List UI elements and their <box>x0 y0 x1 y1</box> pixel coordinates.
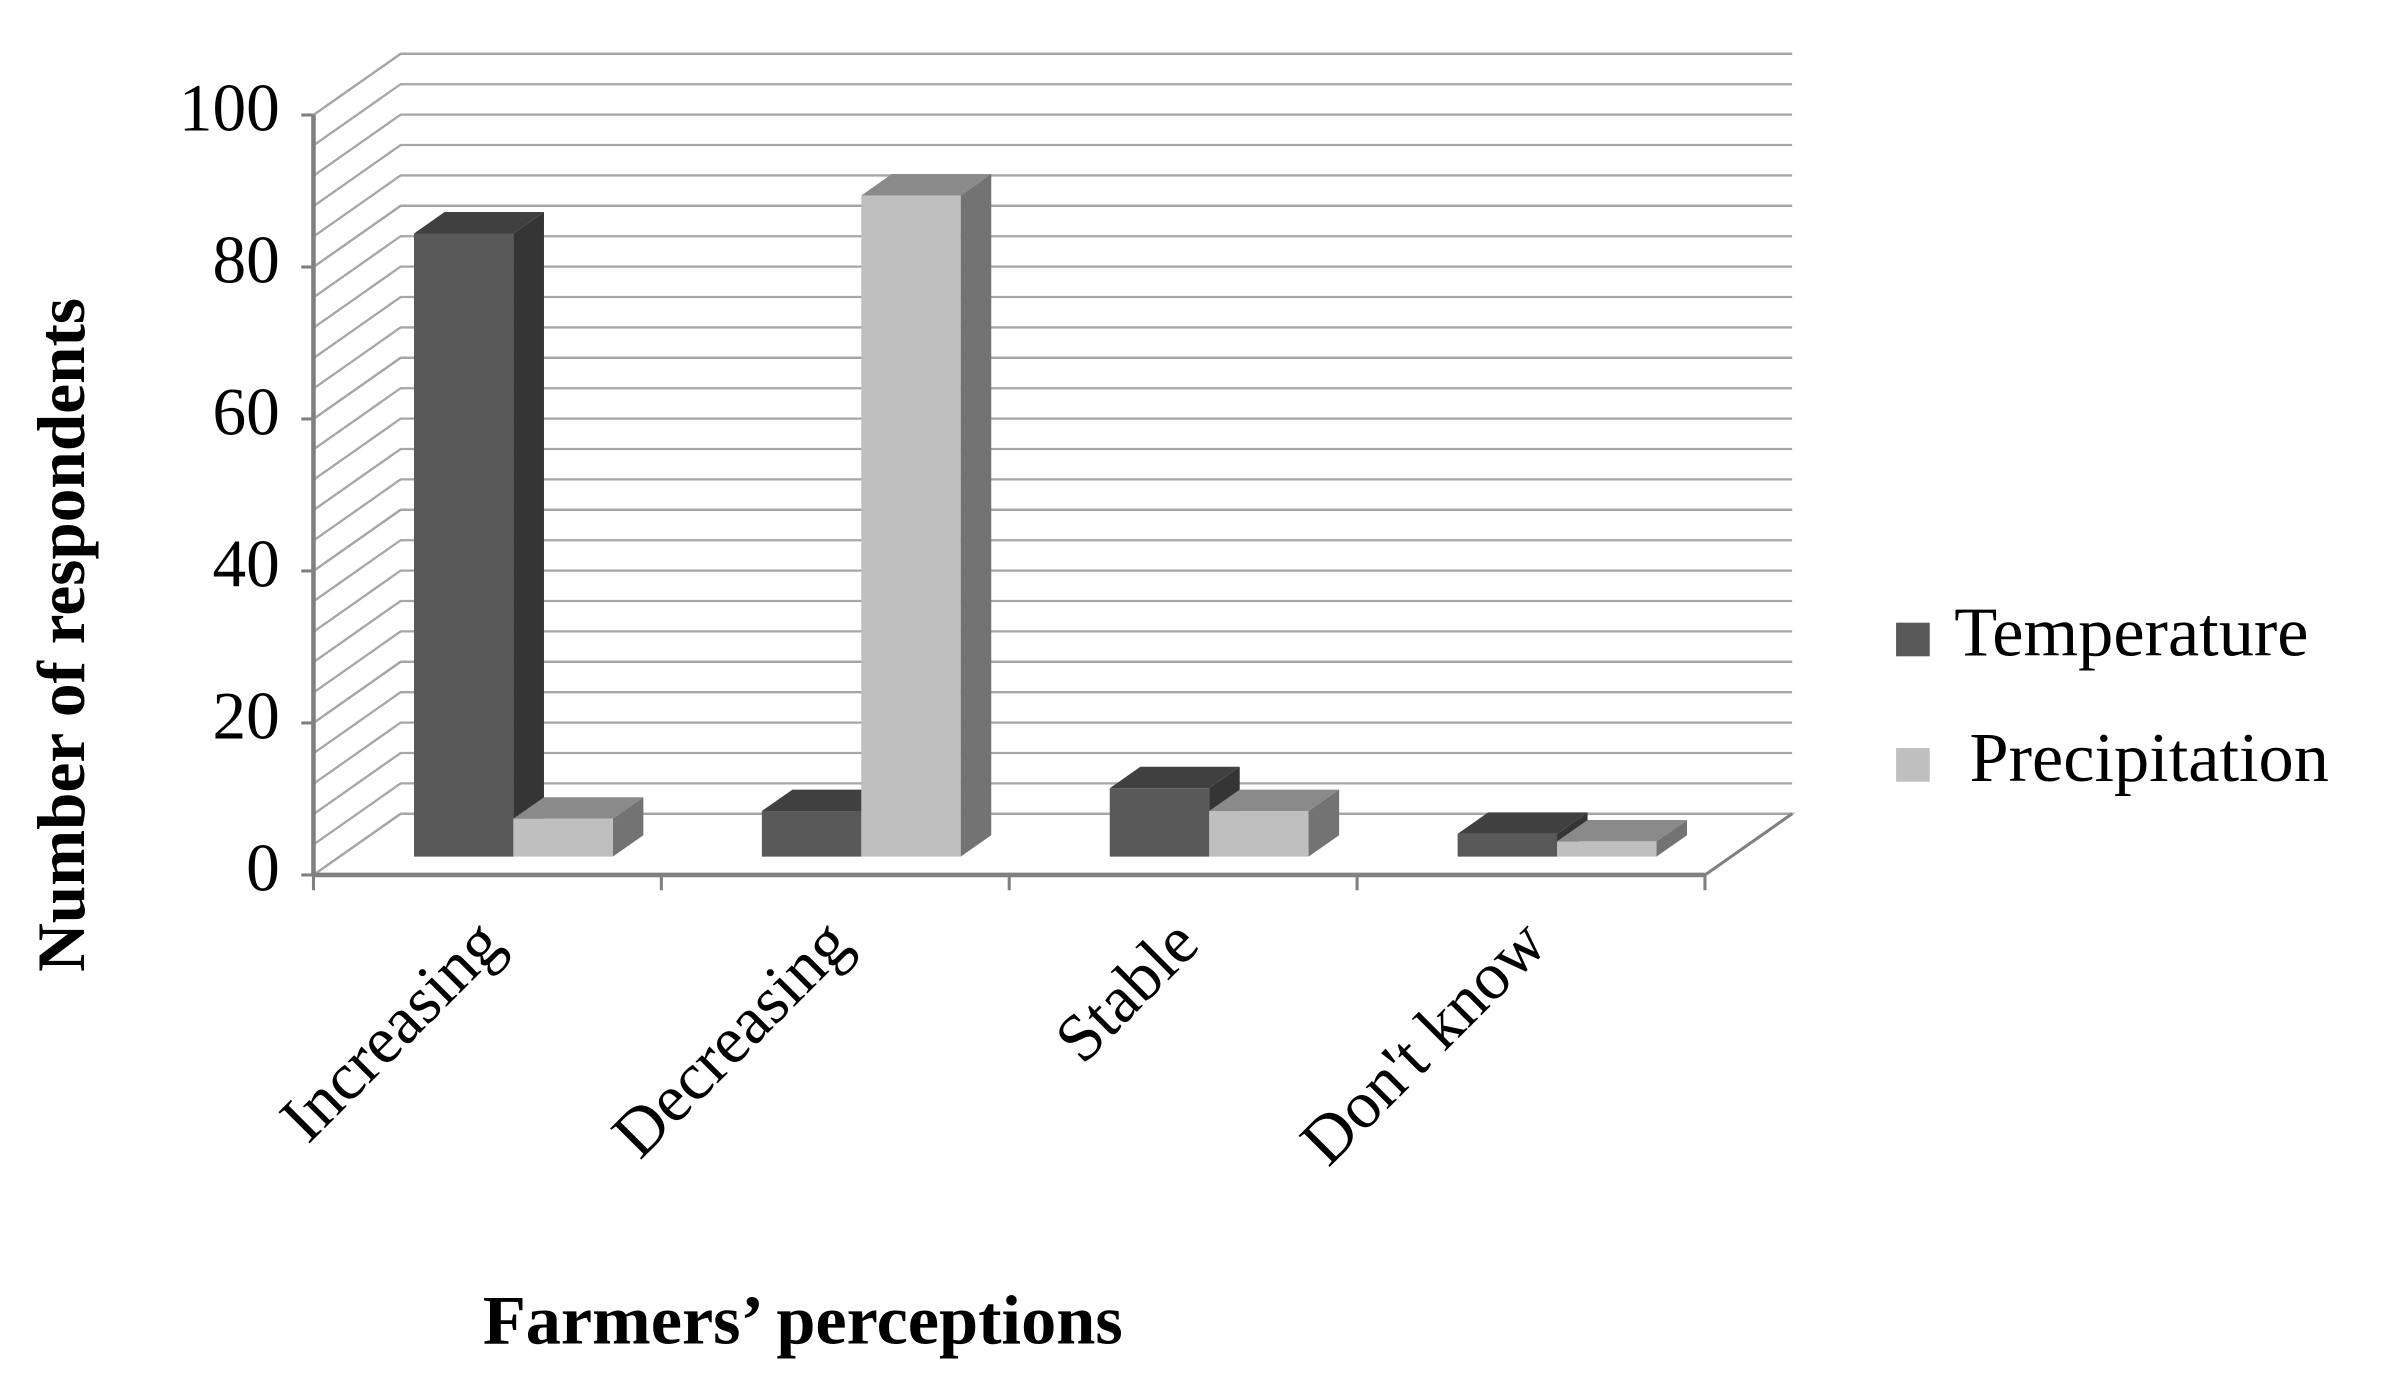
legend-label: Temperature <box>1954 594 2308 672</box>
grid-line <box>312 356 1793 420</box>
bar-top <box>414 212 544 234</box>
y-tick-label: 100 <box>179 70 280 145</box>
x-axis-title: Farmers’ perceptions <box>483 1282 1123 1360</box>
minor-grid-line <box>312 113 1793 177</box>
minor-grid-line <box>312 326 1793 390</box>
y-tick-label: 80 <box>213 222 280 297</box>
minor-grid-line <box>312 599 1793 664</box>
bar-front <box>1209 811 1309 857</box>
bar-front <box>1457 833 1558 857</box>
y-tick-label: 40 <box>213 526 280 601</box>
minor-grid-line <box>312 539 1793 603</box>
bar <box>513 797 644 857</box>
grid-line <box>312 204 1793 268</box>
bar-top <box>1109 766 1240 789</box>
grid-line <box>312 660 1793 724</box>
bar-front <box>513 818 613 857</box>
bar-top <box>1457 812 1588 834</box>
y-tick-label: 20 <box>213 678 280 753</box>
bar <box>414 212 544 857</box>
minor-grid-line <box>312 782 1793 846</box>
x-tick-label: Don't know <box>1286 904 1561 1179</box>
legend-label: Precipitation <box>1969 719 2328 797</box>
bar <box>1557 820 1687 857</box>
minor-grid-line <box>312 751 1793 816</box>
y-axis-title: Number of respondents <box>24 298 99 972</box>
minor-grid-line <box>312 721 1793 785</box>
bar-front <box>861 195 961 857</box>
bar-top <box>513 797 644 819</box>
bar-side <box>612 797 644 857</box>
bar-front <box>1557 841 1657 857</box>
minor-grid-line <box>312 478 1793 542</box>
minor-grid-line <box>312 83 1793 147</box>
minor-grid-line <box>312 691 1793 755</box>
legend-swatch <box>1896 622 1930 657</box>
minor-grid-line <box>312 174 1793 238</box>
minor-grid-line <box>312 143 1793 208</box>
minor-grid-line <box>312 235 1793 299</box>
floor-edge <box>1704 812 1793 877</box>
x-tick-label: Stable <box>1040 905 1212 1077</box>
minor-grid-line <box>312 447 1793 512</box>
bar-side <box>1308 789 1340 857</box>
minor-grid-line <box>312 417 1793 481</box>
bar-side <box>513 212 544 857</box>
bar-top <box>1209 789 1340 812</box>
bar-front <box>761 811 862 857</box>
x-tick-label: Increasing <box>265 905 516 1156</box>
bar-top <box>1557 820 1687 842</box>
legend-swatch <box>1896 748 1930 782</box>
y-tick-label: 60 <box>213 374 280 449</box>
minor-grid-line <box>312 569 1793 633</box>
minor-grid-line <box>312 295 1793 360</box>
x-tick-label: Decreasing <box>597 905 864 1172</box>
bar-front <box>1109 788 1210 857</box>
bar-top <box>761 789 892 812</box>
bar <box>1209 789 1340 857</box>
bar <box>1457 812 1588 857</box>
bar-top <box>861 174 992 196</box>
y-tick-label: 0 <box>246 830 280 905</box>
bar <box>861 174 992 857</box>
minor-grid-line <box>312 387 1793 451</box>
bar-side <box>1656 820 1687 857</box>
bar-side <box>960 174 992 857</box>
grid-line <box>312 508 1793 572</box>
bar-front <box>414 233 514 857</box>
minor-grid-line <box>312 265 1793 329</box>
grid-line <box>312 52 1793 116</box>
minor-grid-line <box>312 630 1793 694</box>
